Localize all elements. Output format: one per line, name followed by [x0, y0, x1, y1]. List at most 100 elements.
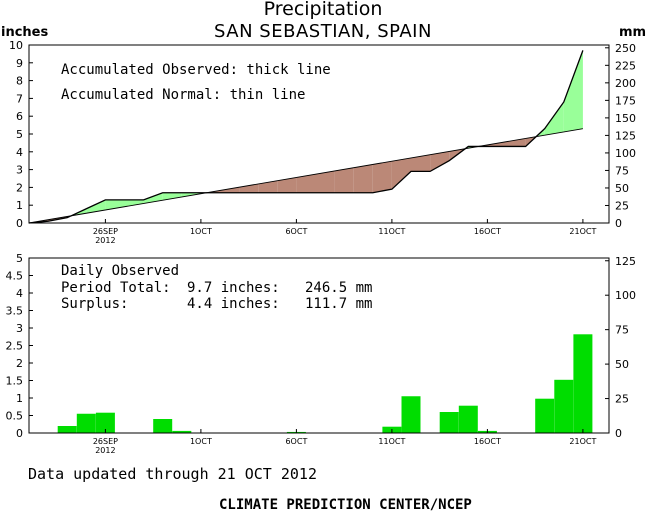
legend-observed: Accumulated Observed: thick line: [61, 62, 331, 78]
deficit-area: [391, 157, 411, 190]
chart-title: Precipitation: [263, 0, 383, 20]
deficit-area: [277, 177, 297, 193]
daily-bar: [554, 379, 574, 433]
y2-tick-label: 125: [615, 129, 636, 142]
y2-tick-label: 25: [615, 393, 629, 406]
daily-bar: [172, 430, 192, 433]
period-total-inches: 9.7 inches:: [187, 280, 280, 296]
x-tick-label: 26SEP: [93, 437, 118, 446]
daily-bar: [153, 419, 173, 433]
y2-tick-label: 250: [615, 42, 636, 55]
y-tick-label: 5: [16, 128, 23, 141]
y-tick-label: 4.5: [6, 270, 24, 283]
surplus-area: [162, 192, 182, 201]
y-tick-label: 4: [16, 287, 23, 300]
daily-bar: [458, 405, 478, 433]
period-total-label: Period Total:: [61, 280, 171, 296]
y2-tick-label: 100: [615, 289, 636, 302]
daily-bar: [535, 398, 555, 433]
y2-tick-label: 75: [615, 324, 629, 337]
credit-text: CLIMATE PREDICTION CENTER/NCEP: [219, 497, 472, 513]
deficit-area: [334, 167, 354, 193]
y-tick-label: 1.5: [6, 375, 24, 388]
y2-tick-label: 0: [615, 427, 622, 440]
deficit-area: [220, 187, 240, 193]
y2-tick-label: 50: [615, 182, 629, 195]
y2-tick-label: 0: [615, 217, 622, 230]
x-tick-sublabel: 2012: [95, 236, 115, 245]
period-total-mm: 246.5 mm: [305, 280, 373, 296]
deficit-area: [372, 161, 392, 193]
left-unit-label: inches: [1, 25, 49, 40]
y-tick-label: 7: [16, 92, 23, 105]
y2-tick-label: 225: [615, 59, 636, 72]
y-tick-label: 4: [16, 146, 23, 159]
deficit-area: [506, 138, 526, 147]
daily-bar: [57, 426, 77, 433]
right-unit-label: mm: [619, 25, 646, 40]
x-tick-label: 16OCT: [474, 437, 501, 446]
daily-bar: [95, 412, 115, 433]
y-tick-label: 1: [16, 199, 23, 212]
y-tick-label: 1: [16, 392, 23, 405]
surplus-mm: 111.7 mm: [305, 296, 373, 312]
y2-tick-label: 200: [615, 77, 636, 90]
y2-tick-label: 175: [615, 94, 636, 107]
y-tick-label: 2: [16, 181, 23, 194]
x-tick-label: 26SEP: [93, 227, 118, 236]
y-tick-label: 0: [16, 427, 23, 440]
y-tick-label: 3: [16, 164, 23, 177]
y2-tick-label: 75: [615, 164, 629, 177]
y-tick-label: 9: [16, 57, 23, 70]
daily-panel: 00.511.522.533.544.55025507510012526SEP2…: [6, 252, 637, 455]
daily-bar: [439, 412, 459, 433]
y2-tick-label: 50: [615, 358, 629, 371]
surplus-area: [563, 50, 583, 132]
x-tick-sublabel: 2012: [95, 446, 115, 455]
x-tick-label: 11OCT: [378, 437, 405, 446]
y2-tick-label: 25: [615, 199, 629, 212]
y-tick-label: 3.5: [6, 305, 24, 318]
normal-line: [28, 128, 583, 224]
data-updated-text: Data updated through 21 OCT 2012: [28, 465, 317, 483]
observed-line: [28, 50, 584, 224]
surplus-area: [124, 199, 144, 207]
legend-normal: Accumulated Normal: thin line: [61, 87, 306, 103]
y-tick-label: 3: [16, 322, 23, 335]
deficit-area: [430, 151, 450, 172]
y-tick-label: 5: [16, 252, 23, 265]
y2-tick-label: 150: [615, 112, 636, 125]
x-tick-label: 16OCT: [474, 227, 501, 236]
y2-tick-label: 125: [615, 255, 636, 268]
deficit-area: [296, 174, 316, 193]
deficit-area: [411, 154, 431, 172]
daily-observed-heading: Daily Observed: [61, 263, 180, 279]
x-tick-label: 6OCT: [285, 227, 307, 236]
y2-tick-label: 100: [615, 147, 636, 160]
x-tick-label: 21OCT: [569, 437, 596, 446]
y-tick-label: 8: [16, 75, 23, 88]
x-tick-label: 21OCT: [569, 227, 596, 236]
x-tick-label: 1OCT: [190, 437, 212, 446]
surplus-label: Surplus:: [61, 296, 129, 312]
y-tick-label: 2: [16, 357, 23, 370]
surplus-area: [86, 199, 106, 214]
daily-bar: [76, 413, 96, 433]
daily-bar: [401, 396, 421, 433]
surplus-inches: 4.4 inches:: [187, 296, 280, 312]
deficit-area: [353, 164, 373, 193]
deficit-area: [258, 180, 278, 193]
x-tick-label: 11OCT: [378, 227, 405, 236]
y-tick-label: 2.5: [6, 340, 24, 353]
y-tick-label: 6: [16, 110, 23, 123]
chart-subtitle: SAN SEBASTIAN, SPAIN: [214, 21, 432, 42]
deficit-area: [239, 183, 259, 193]
y-tick-label: 0.5: [6, 410, 24, 423]
daily-bar: [573, 334, 593, 433]
surplus-area: [544, 101, 564, 136]
x-tick-label: 1OCT: [190, 227, 212, 236]
x-tick-label: 6OCT: [285, 437, 307, 446]
deficit-area: [315, 170, 335, 193]
accumulated-panel: 0123456789100255075100125150175200225250…: [9, 39, 636, 245]
